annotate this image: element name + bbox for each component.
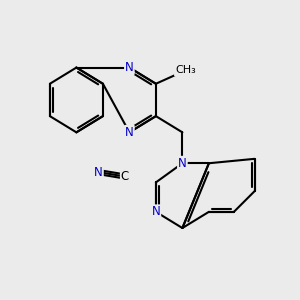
- Text: N: N: [125, 126, 134, 139]
- Text: C: C: [121, 170, 129, 183]
- Text: N: N: [152, 205, 160, 218]
- Text: N: N: [178, 157, 187, 170]
- Text: N: N: [94, 166, 103, 178]
- Text: CH₃: CH₃: [175, 65, 196, 76]
- Text: N: N: [125, 61, 134, 74]
